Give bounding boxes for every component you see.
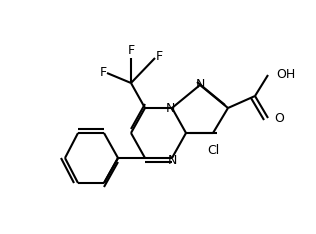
Text: F: F <box>155 51 162 63</box>
Text: N: N <box>167 154 177 167</box>
Text: O: O <box>274 111 284 124</box>
Text: Cl: Cl <box>207 145 219 157</box>
Text: F: F <box>100 66 106 78</box>
Text: F: F <box>127 44 135 56</box>
Text: OH: OH <box>276 69 295 81</box>
Text: N: N <box>165 102 175 116</box>
Text: N: N <box>195 77 205 91</box>
